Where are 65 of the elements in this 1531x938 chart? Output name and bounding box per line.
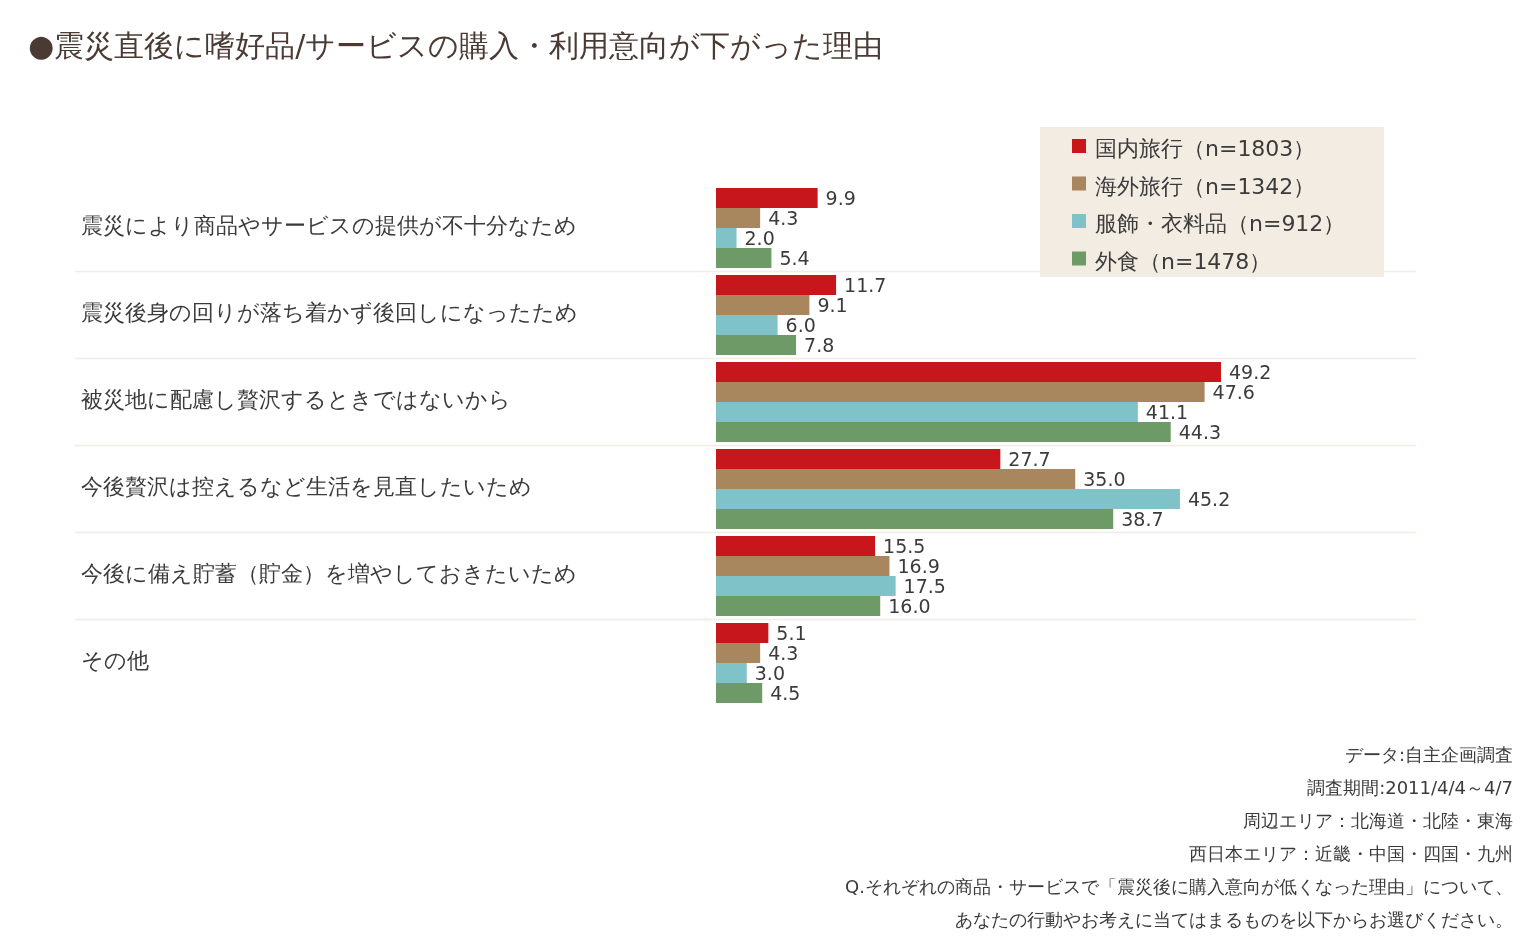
legend-label: 海外旅行（n=1342） — [1095, 173, 1316, 199]
data-label: 4.5 — [770, 682, 801, 704]
data-label: 6.0 — [785, 314, 816, 336]
data-label: 38.7 — [1121, 508, 1164, 530]
bar — [716, 315, 778, 335]
y-tick-label: 震災後身の回りが落ち着かず後回しになったため — [81, 300, 578, 325]
bar — [716, 663, 747, 683]
bar — [716, 509, 1114, 529]
bar — [716, 576, 896, 596]
data-label: 44.3 — [1178, 421, 1222, 443]
legend-label: 国内旅行（n=1803） — [1095, 136, 1316, 161]
text: Q.それぞれの商品・サービスで「震災後に購入意向が低くなった理由」について、 — [845, 876, 1513, 897]
data-label: 45.2 — [1187, 488, 1231, 510]
bar — [716, 469, 1076, 489]
bar — [716, 335, 797, 355]
bar — [716, 623, 769, 643]
y-tick-label: その他 — [81, 648, 149, 673]
bar — [716, 643, 761, 663]
text: 調査期間:2011/4/4～4/7 — [1307, 777, 1513, 798]
bar — [716, 362, 1221, 382]
data-label: 7.8 — [804, 334, 835, 356]
text: 周辺エリア：北海道・北陸・東海 — [1243, 810, 1513, 831]
bar — [716, 295, 810, 315]
text: ●震災直後に嗜好品/サービスの購入・利用意向が下がった理由 — [28, 28, 884, 63]
bar — [716, 596, 881, 616]
text: あなたの行動やお考えに当てはまるものを以下からお選びください。 — [955, 909, 1513, 930]
data-label: 47.6 — [1212, 381, 1255, 403]
data-label: 9.9 — [825, 187, 856, 209]
y-tick-label: 被災地に配慮し贅沢するときではないから — [81, 387, 511, 412]
data-label: 4.3 — [768, 207, 799, 229]
bar — [716, 248, 772, 268]
data-label: 16.9 — [897, 555, 940, 577]
legend-label: 外食（n=1478） — [1095, 248, 1272, 274]
bar — [716, 275, 837, 295]
data-label: 5.1 — [776, 622, 807, 644]
data-label: 35.0 — [1083, 468, 1126, 490]
bar — [716, 208, 761, 228]
bar — [716, 422, 1171, 442]
data-label: 5.4 — [779, 247, 810, 269]
data-label: 4.3 — [768, 642, 799, 664]
data-label: 3.0 — [754, 662, 786, 684]
data-label: 16.0 — [888, 595, 931, 617]
y-tick-label: 震災により商品やサービスの提供が不十分なため — [81, 213, 577, 238]
bar — [716, 402, 1138, 422]
data-label: 17.5 — [903, 575, 946, 597]
y-tick-label: 今後贅沢は控えるなど生活を見直したいため — [81, 474, 532, 499]
data-label: 2.0 — [744, 227, 775, 249]
legend-label: 服飾・衣料品（n=912） — [1095, 211, 1346, 236]
bar — [716, 228, 737, 248]
data-label: 41.1 — [1145, 401, 1189, 423]
data-label: 27.7 — [1008, 448, 1051, 470]
bar — [716, 449, 1001, 469]
data-label: 49.2 — [1229, 361, 1272, 383]
y-tick-label: 今後に備え貯蓄（貯金）を増やしておきたいため — [81, 561, 577, 586]
bar — [716, 556, 890, 576]
bar — [716, 188, 818, 208]
data-label: 9.1 — [817, 294, 848, 316]
text: データ:自主企画調査 — [1344, 744, 1513, 765]
data-label: 15.5 — [883, 535, 926, 557]
bar — [716, 683, 763, 703]
bar — [716, 382, 1205, 402]
bar — [716, 536, 876, 556]
text: 西日本エリア：近畿・中国・四国・九州 — [1189, 843, 1513, 864]
bar — [716, 489, 1180, 509]
data-label: 11.7 — [844, 274, 887, 296]
